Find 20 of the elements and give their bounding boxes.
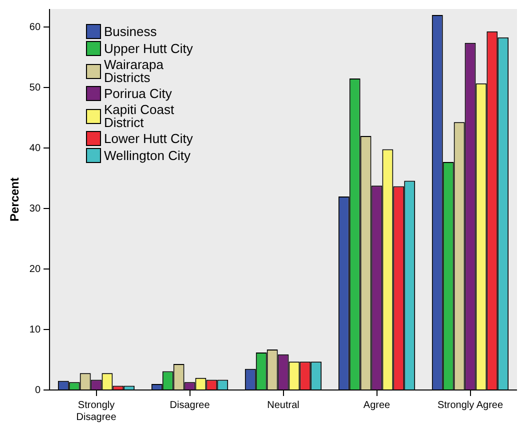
- y-tick-label: 0: [34, 384, 41, 396]
- x-tick-label: Agree: [363, 400, 391, 411]
- x-tick-label: Neutral: [267, 400, 300, 411]
- y-tick-label: 40: [29, 142, 41, 154]
- x-tick-label: Strongly Agree: [437, 400, 504, 411]
- y-tick-label: 10: [29, 324, 41, 336]
- x-tick-label: Disagree: [170, 400, 210, 411]
- y-tick-label: 20: [29, 264, 41, 275]
- x-tick-label: Strongly Disagree: [76, 400, 117, 423]
- legend-label: Upper Hutt City: [104, 41, 193, 56]
- legend-label: Wellington City: [104, 148, 190, 163]
- legend-label: Lower Hutt City: [104, 131, 193, 146]
- legend-label: Kapiti Coast District: [104, 102, 176, 130]
- y-axis-title: Percent: [8, 177, 22, 222]
- legend-label: Business: [104, 24, 157, 39]
- legend-label: Porirua City: [104, 86, 172, 101]
- legend-label: Wairarapa Districts: [104, 57, 164, 85]
- y-tick-label: 50: [29, 82, 41, 94]
- y-tick-label: 60: [29, 22, 41, 33]
- y-tick-label: 30: [29, 203, 41, 214]
